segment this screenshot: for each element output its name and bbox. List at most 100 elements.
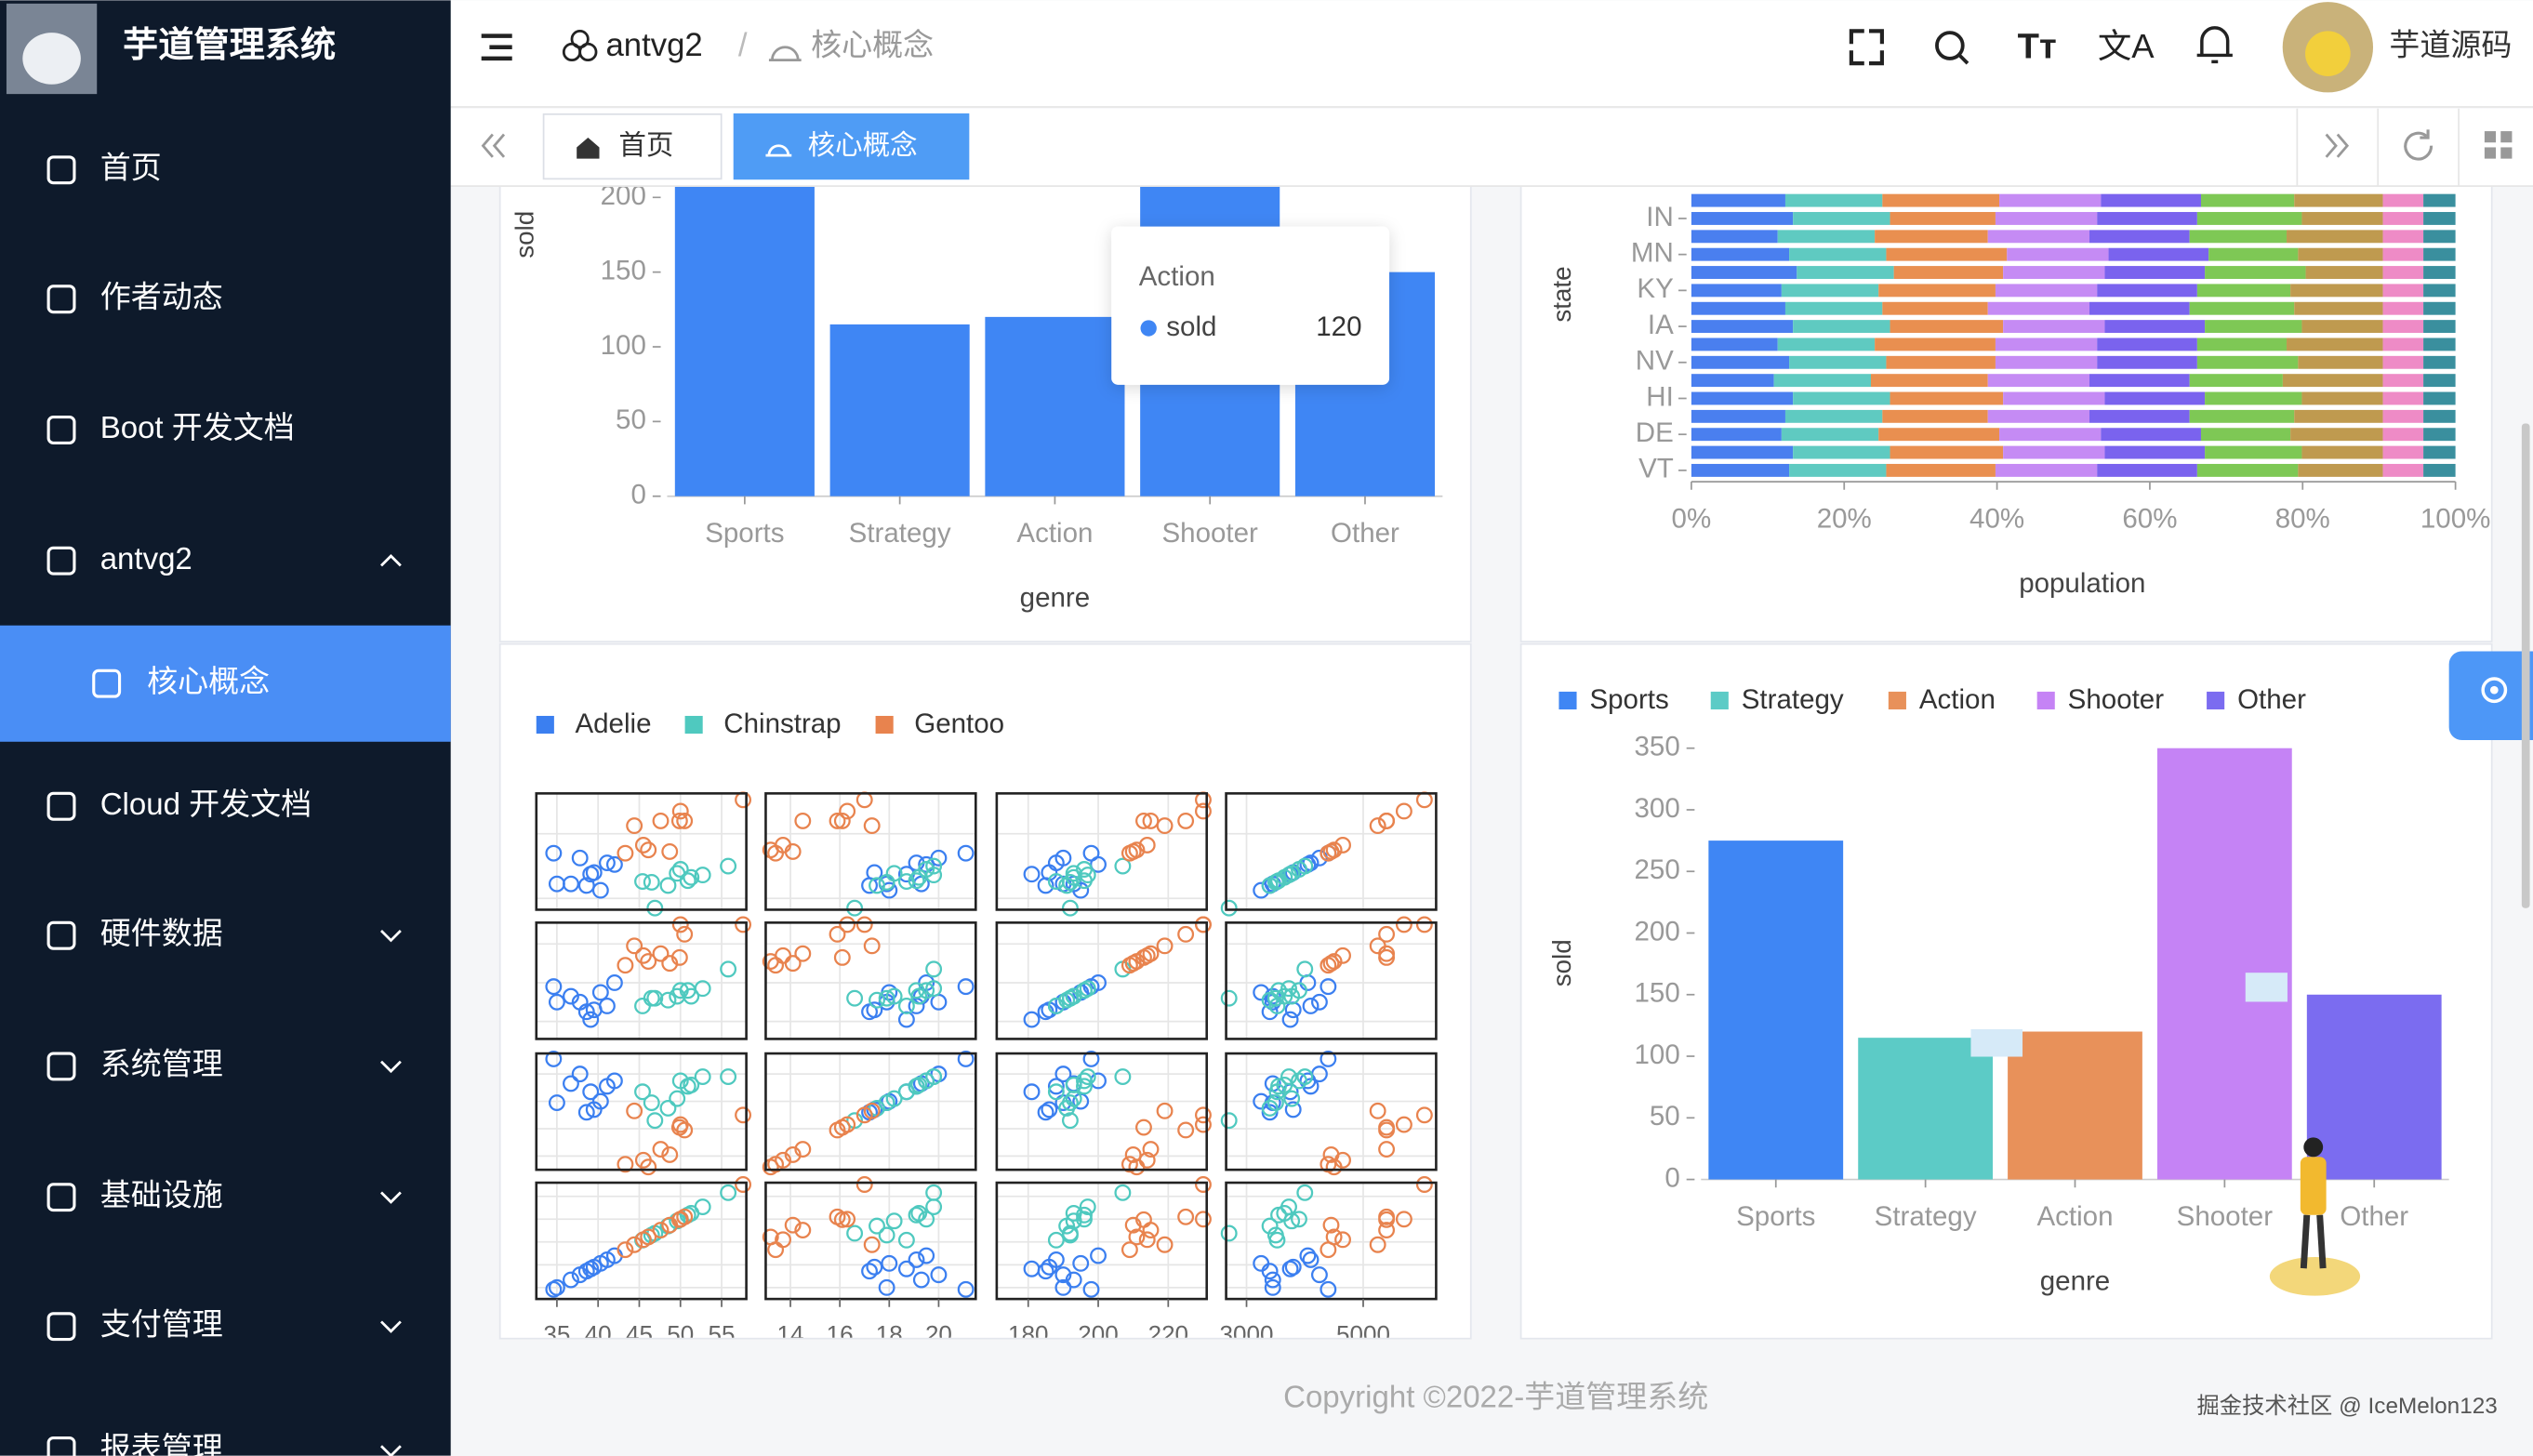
scrollbar[interactable] bbox=[2521, 423, 2530, 908]
point bbox=[1041, 1101, 1058, 1118]
menu-item[interactable]: 报表管理 bbox=[100, 1431, 223, 1456]
chart-scatter-matrix: Adelie Chinstrap Gentoo 35 40 45 50 55 14 16 18 20 1… bbox=[535, 708, 1438, 1348]
menu-item[interactable]: 核心概念 bbox=[147, 664, 270, 698]
legend-label[interactable]: Action bbox=[1919, 684, 1996, 715]
point bbox=[1037, 1263, 1054, 1280]
legend-label[interactable]: Other bbox=[2237, 684, 2306, 715]
scroll-left[interactable] bbox=[481, 133, 506, 158]
y-tick-label: 150 bbox=[1634, 978, 1679, 1009]
menu-item-active[interactable] bbox=[0, 625, 451, 742]
point bbox=[1220, 989, 1238, 1007]
settings-button[interactable] bbox=[2448, 651, 2533, 741]
tab-label[interactable]: 首页 bbox=[618, 130, 673, 161]
breadcrumb-item[interactable]: antvg2 bbox=[605, 28, 702, 63]
bar-segment bbox=[2305, 266, 2383, 279]
fullscreen-button[interactable] bbox=[1849, 29, 1884, 66]
menu-item[interactable]: antvg2 bbox=[100, 541, 192, 576]
legend-label[interactable]: Sports bbox=[1589, 684, 1668, 715]
bar-segment bbox=[2382, 301, 2424, 315]
y-tick-label: MN bbox=[1631, 237, 1674, 268]
bar-segment bbox=[1987, 301, 2090, 315]
legend-swatch bbox=[2207, 691, 2225, 710]
tab[interactable] bbox=[542, 113, 723, 180]
point bbox=[545, 1280, 563, 1298]
scroll-right[interactable] bbox=[2325, 133, 2350, 158]
bar-segment bbox=[2423, 374, 2456, 388]
bar bbox=[2306, 994, 2442, 1180]
point bbox=[957, 1050, 975, 1067]
legend-label[interactable]: Shooter bbox=[2068, 684, 2165, 715]
y-tick-label: 0 bbox=[1664, 1162, 1679, 1193]
point bbox=[1253, 1254, 1270, 1272]
x-tick-label: Shooter bbox=[2177, 1201, 2274, 1232]
bar bbox=[829, 324, 970, 496]
menu-item[interactable]: Cloud 开发文档 bbox=[100, 787, 312, 821]
point bbox=[679, 872, 696, 890]
bar-segment bbox=[2423, 193, 2456, 207]
point bbox=[1076, 1206, 1093, 1224]
menu-item[interactable]: 支付管理 bbox=[100, 1306, 223, 1341]
point bbox=[720, 1184, 737, 1201]
x-tick-label: 5000 bbox=[1336, 1320, 1390, 1348]
language-button[interactable]: 文A bbox=[2098, 27, 2155, 65]
search-button[interactable] bbox=[1935, 31, 1969, 65]
point bbox=[829, 925, 846, 943]
user-name[interactable]: 芋道源码 bbox=[2389, 27, 2512, 61]
point bbox=[1415, 916, 1433, 933]
refresh-button[interactable] bbox=[2404, 129, 2434, 161]
point bbox=[908, 1251, 925, 1268]
legend-label[interactable]: Gentoo bbox=[914, 708, 1004, 739]
menu-item[interactable]: 首页 bbox=[100, 151, 162, 185]
point bbox=[1415, 1106, 1433, 1124]
point bbox=[1076, 982, 1093, 999]
point bbox=[1270, 1206, 1287, 1224]
font-size-button[interactable]: Tт bbox=[2018, 27, 2057, 67]
bar-segment bbox=[2205, 445, 2302, 459]
tabs-menu-button[interactable] bbox=[2484, 131, 2513, 159]
point bbox=[646, 1112, 664, 1130]
y-tick-label: 250 bbox=[1634, 854, 1679, 885]
bar-segment bbox=[1781, 284, 1879, 298]
chart-sold-legend: 0 50 100 150 200 250 300 350 Sports Strategy Actio… bbox=[1547, 684, 2449, 1297]
point bbox=[548, 1094, 565, 1111]
legend-label[interactable]: Adelie bbox=[575, 708, 651, 739]
point bbox=[1334, 1151, 1351, 1169]
bar-segment bbox=[1691, 320, 1794, 334]
menu-item[interactable]: Boot 开发文档 bbox=[100, 410, 295, 444]
point bbox=[1135, 948, 1152, 966]
point bbox=[1142, 1141, 1160, 1158]
bar-segment bbox=[2423, 266, 2456, 279]
bar-segment bbox=[2423, 391, 2456, 405]
point bbox=[643, 1094, 660, 1111]
bar-segment bbox=[2423, 301, 2456, 315]
point bbox=[577, 1104, 595, 1121]
point bbox=[866, 1258, 883, 1276]
menu-item[interactable]: 基础设施 bbox=[100, 1177, 223, 1211]
point bbox=[1320, 1241, 1337, 1259]
menu-toggle[interactable] bbox=[481, 33, 512, 61]
notification-button[interactable] bbox=[2196, 26, 2233, 64]
point bbox=[1079, 1068, 1096, 1086]
bar-segment bbox=[2423, 428, 2456, 442]
point bbox=[912, 1271, 930, 1289]
legend-label[interactable]: Chinstrap bbox=[723, 708, 841, 739]
point bbox=[863, 817, 881, 835]
point bbox=[563, 987, 579, 1005]
menu-item[interactable]: 硬件数据 bbox=[100, 916, 223, 950]
tab-label[interactable]: 核心概念 bbox=[808, 130, 918, 161]
x-axis-title: genre bbox=[1020, 583, 1091, 614]
bar-segment bbox=[2301, 391, 2383, 405]
bar-segment bbox=[2382, 391, 2424, 405]
point bbox=[1322, 1216, 1340, 1234]
legend-label[interactable]: Strategy bbox=[1742, 684, 1844, 715]
point bbox=[1121, 1241, 1138, 1259]
point bbox=[1261, 1099, 1279, 1117]
menu-item[interactable]: 作者动态 bbox=[100, 279, 223, 313]
point bbox=[1320, 957, 1337, 974]
menu-item[interactable]: 系统管理 bbox=[100, 1047, 223, 1081]
bar-segment bbox=[1870, 374, 1988, 388]
bar-segment bbox=[2208, 247, 2299, 261]
point bbox=[1264, 1271, 1281, 1289]
point bbox=[1296, 1184, 1314, 1201]
tooltip-label: sold bbox=[1166, 311, 1216, 342]
